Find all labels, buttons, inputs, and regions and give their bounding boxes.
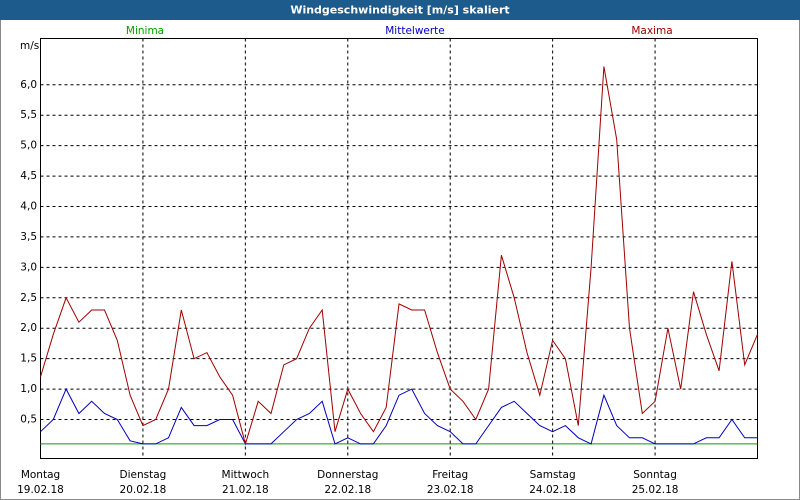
y-tick-label: 2,0 — [20, 322, 37, 334]
y-tick-label: 1,0 — [20, 383, 37, 395]
x-tick-date: 24.02.18 — [529, 484, 576, 496]
legend-label: Mittelwerte — [385, 25, 445, 37]
x-tick-date: 23.02.18 — [427, 484, 474, 496]
legend-label: Minima — [126, 25, 164, 37]
chart-title: Windgeschwindigkeit [m/s] skaliert — [290, 4, 509, 17]
y-tick-label: 0,5 — [20, 414, 37, 426]
title-bar — [0, 0, 800, 20]
x-tick-label: Freitag — [432, 469, 468, 481]
y-tick-label: 5,5 — [20, 109, 37, 121]
y-tick-label: 5,0 — [20, 140, 37, 152]
y-axis-label: m/s — [20, 40, 39, 52]
legend-label: Maxima — [631, 25, 672, 37]
x-tick-date: 25.02.18 — [632, 484, 679, 496]
y-tick-label: 4,0 — [20, 201, 37, 213]
y-tick-label: 6,0 — [20, 79, 37, 91]
x-tick-date: 21.02.18 — [222, 484, 269, 496]
series-line — [40, 66, 758, 446]
x-tick-date: 19.02.18 — [17, 484, 64, 496]
x-tick-label: Sonntag — [633, 469, 677, 481]
y-tick-label: 3,0 — [20, 261, 37, 273]
x-tick-label: Donnerstag — [317, 469, 378, 481]
y-tick-label: 1,5 — [20, 353, 37, 365]
y-tick-label: 3,5 — [20, 231, 37, 243]
x-tick-label: Montag — [21, 469, 60, 481]
series-line — [40, 387, 758, 445]
x-tick-label: Mittwoch — [222, 469, 270, 481]
x-tick-date: 22.02.18 — [324, 484, 371, 496]
y-tick-label: 4,5 — [20, 170, 37, 182]
x-tick-label: Samstag — [530, 469, 576, 481]
x-tick-date: 20.02.18 — [120, 484, 167, 496]
y-tick-label: 2,5 — [20, 292, 37, 304]
x-tick-label: Dienstag — [120, 469, 167, 481]
